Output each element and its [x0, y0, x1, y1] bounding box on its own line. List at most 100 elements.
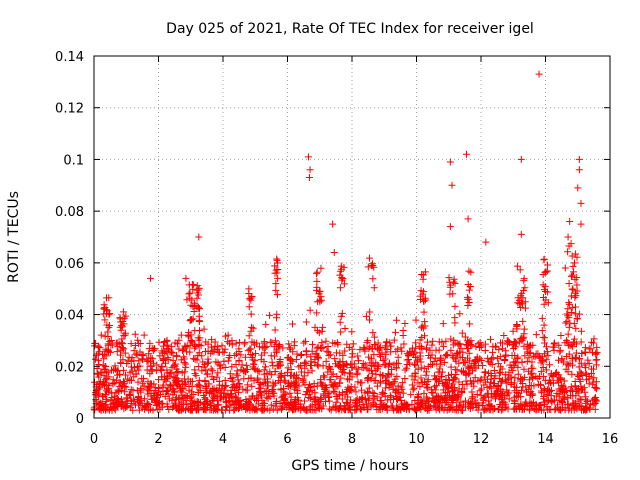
data-point — [377, 378, 385, 386]
data-point — [337, 374, 345, 382]
data-point — [145, 400, 153, 408]
data-point — [155, 388, 163, 396]
data-point — [91, 339, 99, 347]
data-point — [392, 347, 400, 355]
data-point — [320, 372, 328, 380]
data-point — [284, 354, 292, 362]
data-point — [255, 368, 263, 376]
data-point — [541, 376, 549, 384]
data-point — [581, 361, 589, 369]
data-point — [250, 365, 258, 373]
data-point — [400, 404, 408, 412]
data-point — [519, 294, 527, 302]
data-point — [590, 395, 598, 403]
data-point — [298, 368, 306, 376]
data-point — [421, 332, 429, 340]
data-point — [429, 389, 437, 397]
data-point — [109, 379, 117, 387]
data-point — [116, 351, 124, 359]
data-point — [202, 366, 210, 374]
data-point — [159, 357, 167, 365]
data-point — [498, 392, 506, 400]
data-point — [318, 339, 326, 347]
data-point — [404, 352, 412, 360]
data-point — [233, 350, 241, 358]
data-point — [247, 310, 255, 318]
data-point — [136, 348, 144, 356]
data-point — [457, 344, 465, 352]
data-point — [214, 348, 222, 356]
data-point — [259, 401, 267, 409]
y-tick-label: 0.12 — [55, 102, 84, 117]
data-point — [103, 375, 111, 383]
data-point — [149, 359, 157, 367]
data-point — [381, 355, 389, 363]
data-point — [568, 252, 576, 260]
data-point — [103, 306, 111, 314]
data-point — [418, 379, 426, 387]
data-point — [480, 393, 488, 401]
data-point — [139, 380, 147, 388]
data-point — [497, 385, 505, 393]
data-point — [418, 270, 426, 278]
data-point — [194, 286, 202, 294]
data-point — [232, 339, 240, 347]
data-point — [570, 406, 578, 414]
data-point — [148, 367, 156, 375]
data-point — [297, 362, 305, 370]
data-point — [187, 403, 195, 411]
data-point — [153, 399, 161, 407]
y-tick-label: 0.14 — [55, 50, 84, 65]
data-point — [313, 309, 321, 317]
data-point — [302, 318, 310, 326]
data-point — [545, 380, 553, 388]
data-point — [332, 382, 340, 390]
data-point — [480, 381, 488, 389]
data-point — [349, 350, 357, 358]
data-point — [465, 299, 473, 307]
data-point — [534, 380, 542, 388]
data-point — [509, 327, 517, 335]
data-point — [488, 360, 496, 368]
data-point — [593, 385, 601, 393]
data-point — [425, 351, 433, 359]
data-point — [214, 369, 222, 377]
data-point — [335, 363, 343, 371]
data-point — [332, 398, 340, 406]
data-point — [364, 337, 372, 345]
data-point — [101, 366, 109, 374]
data-point — [538, 314, 546, 322]
data-point — [424, 384, 432, 392]
data-point — [249, 404, 257, 412]
data-point — [322, 337, 330, 345]
data-point — [465, 286, 473, 294]
data-point — [255, 379, 263, 387]
data-point — [189, 315, 197, 323]
data-point — [390, 336, 398, 344]
data-point — [572, 310, 580, 318]
data-point — [422, 368, 430, 376]
data-point — [185, 281, 193, 289]
data-point — [517, 155, 525, 163]
data-point — [397, 383, 405, 391]
data-point — [311, 359, 319, 367]
data-point — [322, 398, 330, 406]
data-point — [271, 269, 279, 277]
data-point — [290, 406, 298, 414]
data-point — [435, 346, 443, 354]
data-point — [117, 386, 125, 394]
data-point — [515, 300, 523, 308]
data-point — [407, 391, 415, 399]
data-point — [512, 343, 520, 351]
data-point — [556, 387, 564, 395]
data-point — [568, 271, 576, 279]
data-point — [539, 293, 547, 301]
data-point — [207, 365, 215, 373]
data-point — [185, 290, 193, 298]
data-point — [326, 351, 334, 359]
data-point — [224, 338, 232, 346]
x-tick-label: 8 — [348, 432, 356, 447]
data-point — [192, 406, 200, 414]
data-point — [202, 382, 210, 390]
data-point — [517, 393, 525, 401]
